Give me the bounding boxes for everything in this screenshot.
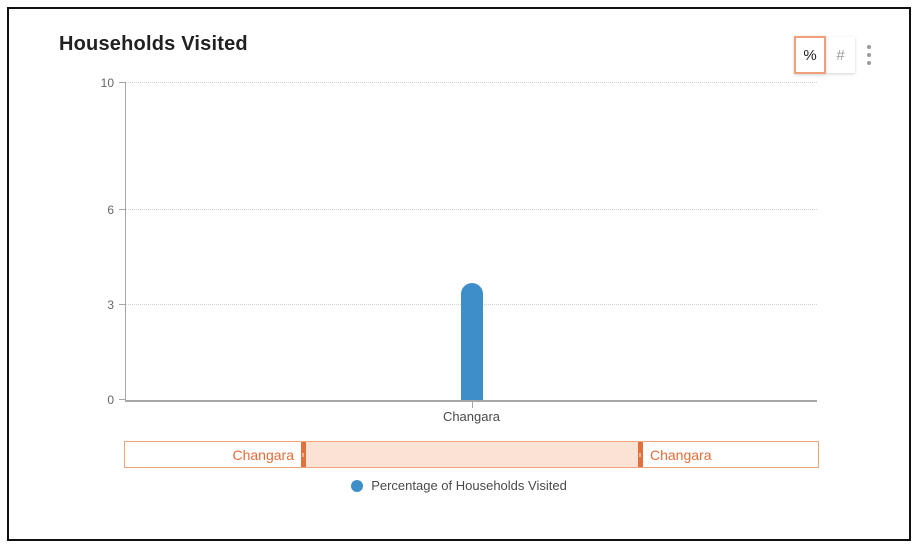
- legend-item[interactable]: Percentage of Households Visited: [351, 478, 567, 493]
- count-toggle-button[interactable]: #: [826, 37, 855, 73]
- navigator-left-handle[interactable]: [301, 442, 306, 467]
- y-axis-label: 10: [100, 76, 114, 90]
- kebab-vertical-icon: [867, 45, 871, 65]
- y-gridline: [126, 208, 817, 210]
- y-axis-tick: [119, 82, 126, 83]
- y-axis-tick: [119, 303, 126, 305]
- y-axis-tick: [119, 208, 126, 210]
- navigator-selection[interactable]: [306, 442, 638, 467]
- y-gridline: [126, 82, 817, 83]
- navigator-left-zone: Changara: [125, 442, 301, 467]
- legend: Percentage of Households Visited: [9, 478, 909, 493]
- y-axis-label: 3: [107, 297, 114, 312]
- legend-label: Percentage of Households Visited: [371, 478, 567, 493]
- chart-card: Households Visited % # 0 3 6 10 Changara Cha…: [7, 7, 911, 541]
- y-axis-tick: [119, 399, 126, 400]
- x-axis-label: Changara: [442, 409, 501, 424]
- plot-area: 0 3 6 10 Changara: [101, 76, 817, 424]
- category-slot: Changara: [126, 83, 817, 424]
- y-axis-label: 0: [107, 393, 114, 407]
- x-axis-tick: [471, 402, 473, 408]
- bar-changara[interactable]: [460, 282, 483, 400]
- chart-title: Households Visited: [59, 33, 248, 55]
- range-navigator: Changara Changara: [124, 441, 819, 468]
- percent-toggle-button[interactable]: %: [794, 36, 826, 74]
- navigator-right-zone: Changara: [643, 442, 818, 467]
- navigator-end-label: Changara: [650, 446, 712, 463]
- navigator-start-label: Changara: [232, 446, 295, 463]
- legend-swatch-icon: [351, 479, 364, 492]
- navigator-right-handle[interactable]: [638, 442, 643, 467]
- y-axis-label: 6: [107, 202, 114, 217]
- more-options-button[interactable]: [863, 41, 875, 69]
- toolbar: % #: [794, 36, 875, 74]
